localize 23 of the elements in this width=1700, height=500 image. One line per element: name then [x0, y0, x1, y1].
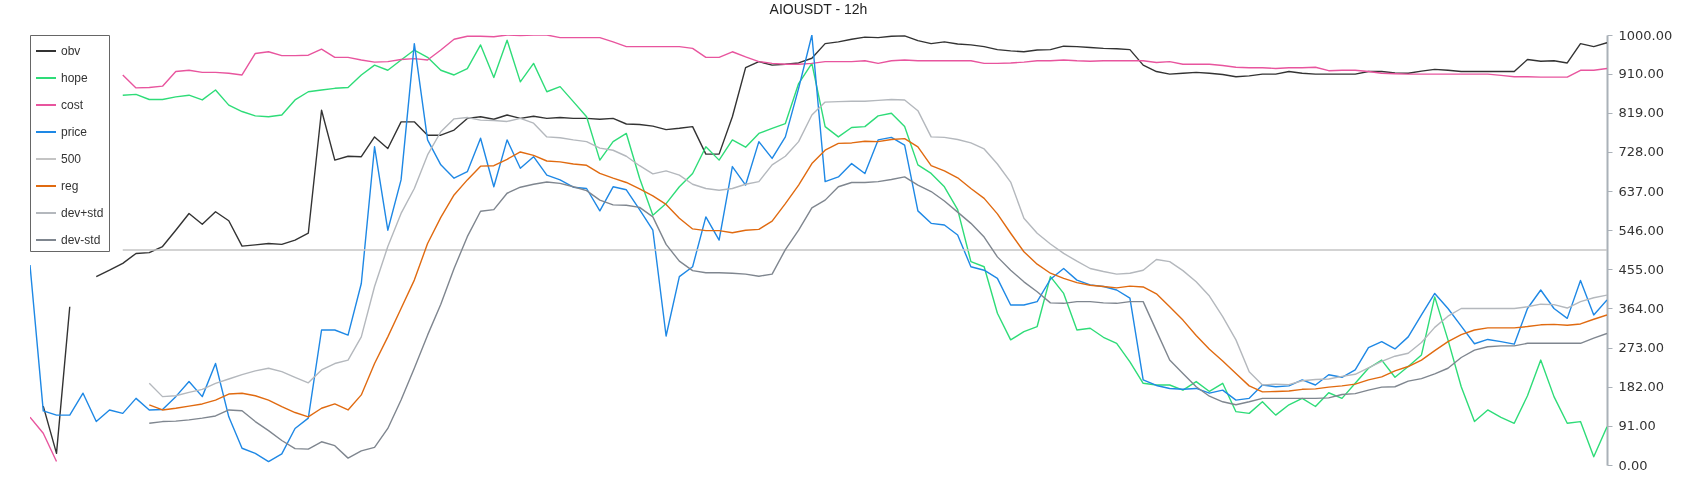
legend-label: dev+std	[61, 206, 104, 220]
y-tick-label: 637.00	[1618, 183, 1664, 199]
y-tick-label: 1000.00	[1618, 27, 1673, 43]
y-tick-label: 455.00	[1618, 261, 1664, 277]
y-tick-label: 182.00	[1618, 379, 1664, 395]
y-tick-label: 273.00	[1618, 340, 1664, 356]
y-tick-label: 728.00	[1618, 144, 1664, 160]
y-tick-label: 91.00	[1618, 418, 1656, 434]
legend-label: dev-std	[61, 233, 101, 247]
legend-label: cost	[61, 98, 84, 112]
legend-label: 500	[61, 152, 82, 166]
y-tick-label: 910.00	[1618, 66, 1664, 82]
line-series	[148, 137, 1607, 418]
y-tick-label: 546.00	[1618, 222, 1664, 238]
legend-label: reg	[61, 179, 79, 193]
legend-label: hope	[61, 71, 89, 85]
legend-label: price	[61, 125, 88, 139]
legend-label: obv	[61, 44, 81, 58]
line-series	[148, 176, 1607, 459]
y-tick-label: 0.00	[1618, 457, 1648, 473]
y-tick-label: 364.00	[1618, 300, 1664, 316]
y-tick-label: 819.00	[1618, 105, 1664, 121]
chart-title: AIOUSDT - 12h	[769, 1, 868, 17]
